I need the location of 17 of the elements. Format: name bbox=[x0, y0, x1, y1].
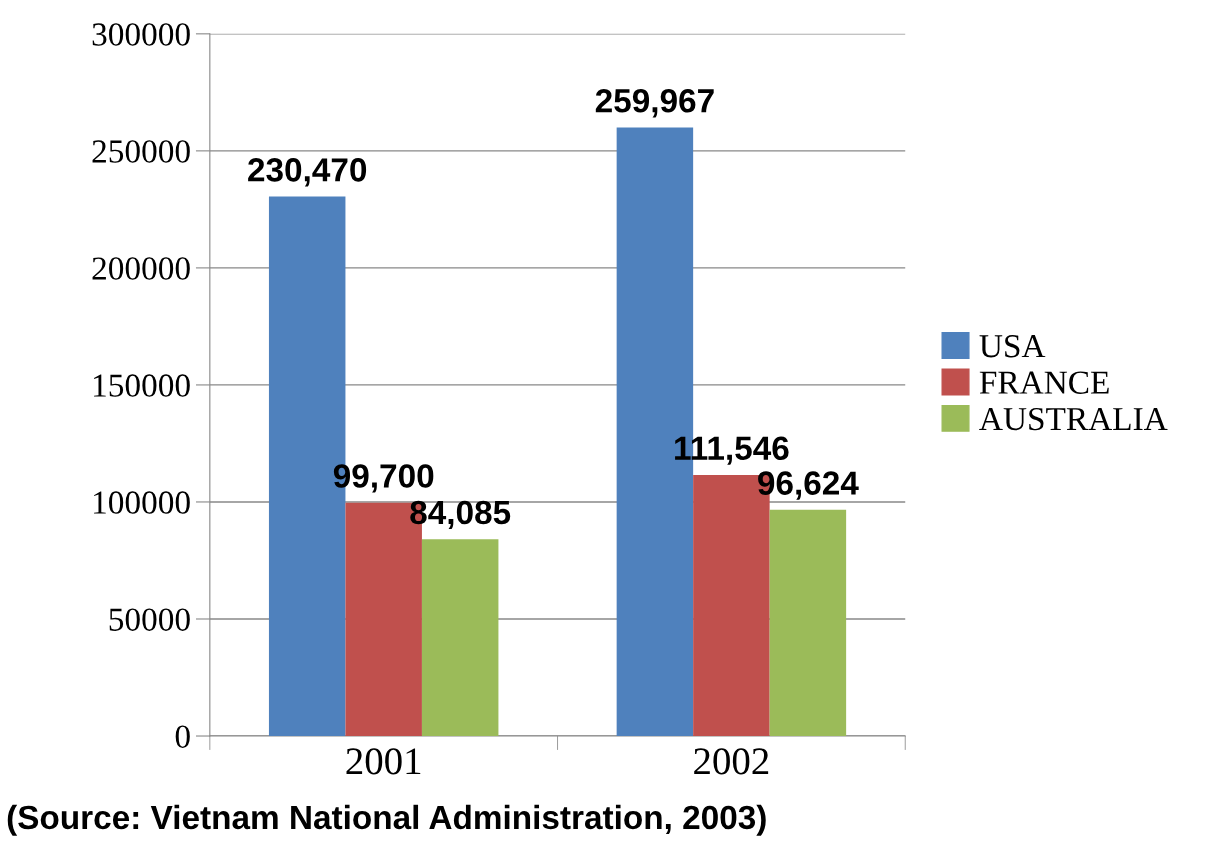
legend-label: AUSTRALIA bbox=[979, 407, 1168, 431]
x-tick-label: 2002 bbox=[694, 748, 769, 775]
x-tick-label: 2001 bbox=[346, 748, 421, 775]
y-tick-label: 250000 bbox=[92, 140, 190, 163]
text: (Source: Vietnam National Administration, 2003) bbox=[7, 804, 766, 836]
data-label: 259,967 bbox=[595, 89, 714, 118]
legend-label: FRANCE bbox=[979, 371, 1109, 394]
legend-label: USA bbox=[979, 335, 1046, 358]
y-tick-label: 50000 bbox=[109, 608, 190, 631]
y-tick-label: 300000 bbox=[92, 23, 190, 46]
y-tick-label: 0 bbox=[175, 725, 190, 748]
y-tick-label: 100000 bbox=[94, 491, 190, 514]
data-label: 230,470 bbox=[248, 158, 367, 187]
bar bbox=[421, 539, 499, 737]
y-tick-label: 150000 bbox=[94, 374, 190, 397]
bar bbox=[769, 509, 847, 737]
y-tick-label: 200000 bbox=[92, 257, 190, 280]
